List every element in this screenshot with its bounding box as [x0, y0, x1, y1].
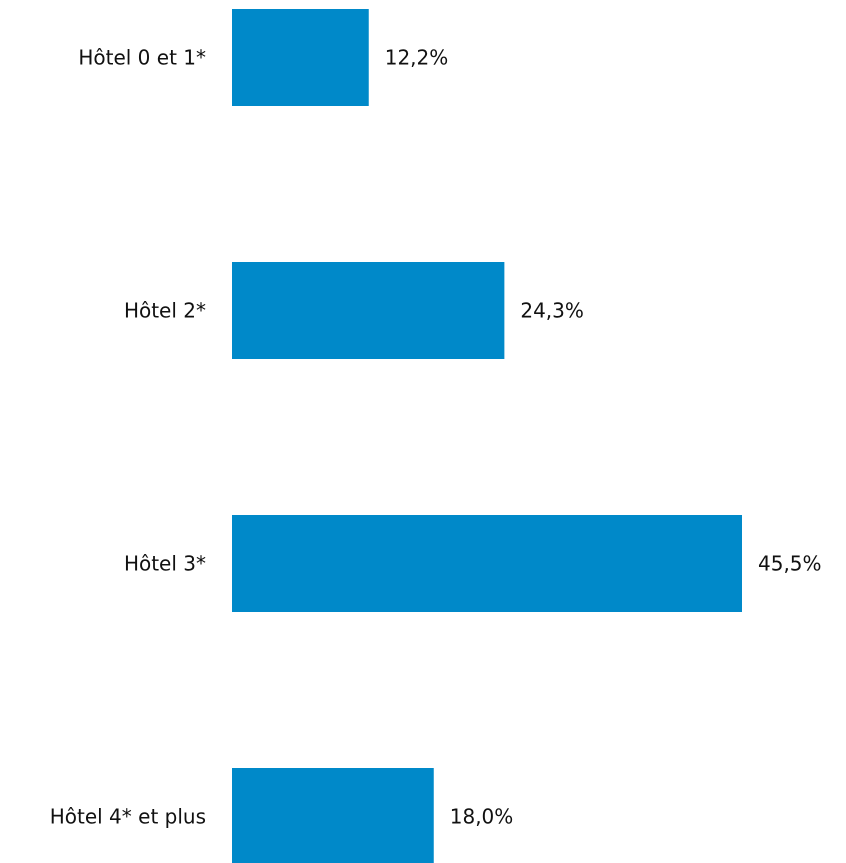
- bar-3: [232, 768, 434, 863]
- category-label-1: Hôtel 2*: [124, 299, 206, 323]
- value-labels-group: 12,2% 24,3% 45,5% 18,0%: [385, 46, 822, 829]
- bar-0: [232, 9, 369, 106]
- value-label-0: 12,2%: [385, 46, 449, 70]
- category-labels-group: Hôtel 0 et 1* Hôtel 2* Hôtel 3* Hôtel 4* et…: [50, 46, 206, 829]
- category-label-0: Hôtel 0 et 1*: [78, 46, 206, 70]
- category-label-2: Hôtel 3*: [124, 552, 206, 576]
- value-label-2: 45,5%: [758, 552, 822, 576]
- bars-group: [232, 9, 742, 863]
- bar-1: [232, 262, 505, 359]
- value-label-3: 18,0%: [450, 805, 514, 829]
- category-label-3: Hôtel 4* et plus: [50, 805, 206, 829]
- bar-2: [232, 515, 742, 612]
- value-label-1: 24,3%: [520, 299, 584, 323]
